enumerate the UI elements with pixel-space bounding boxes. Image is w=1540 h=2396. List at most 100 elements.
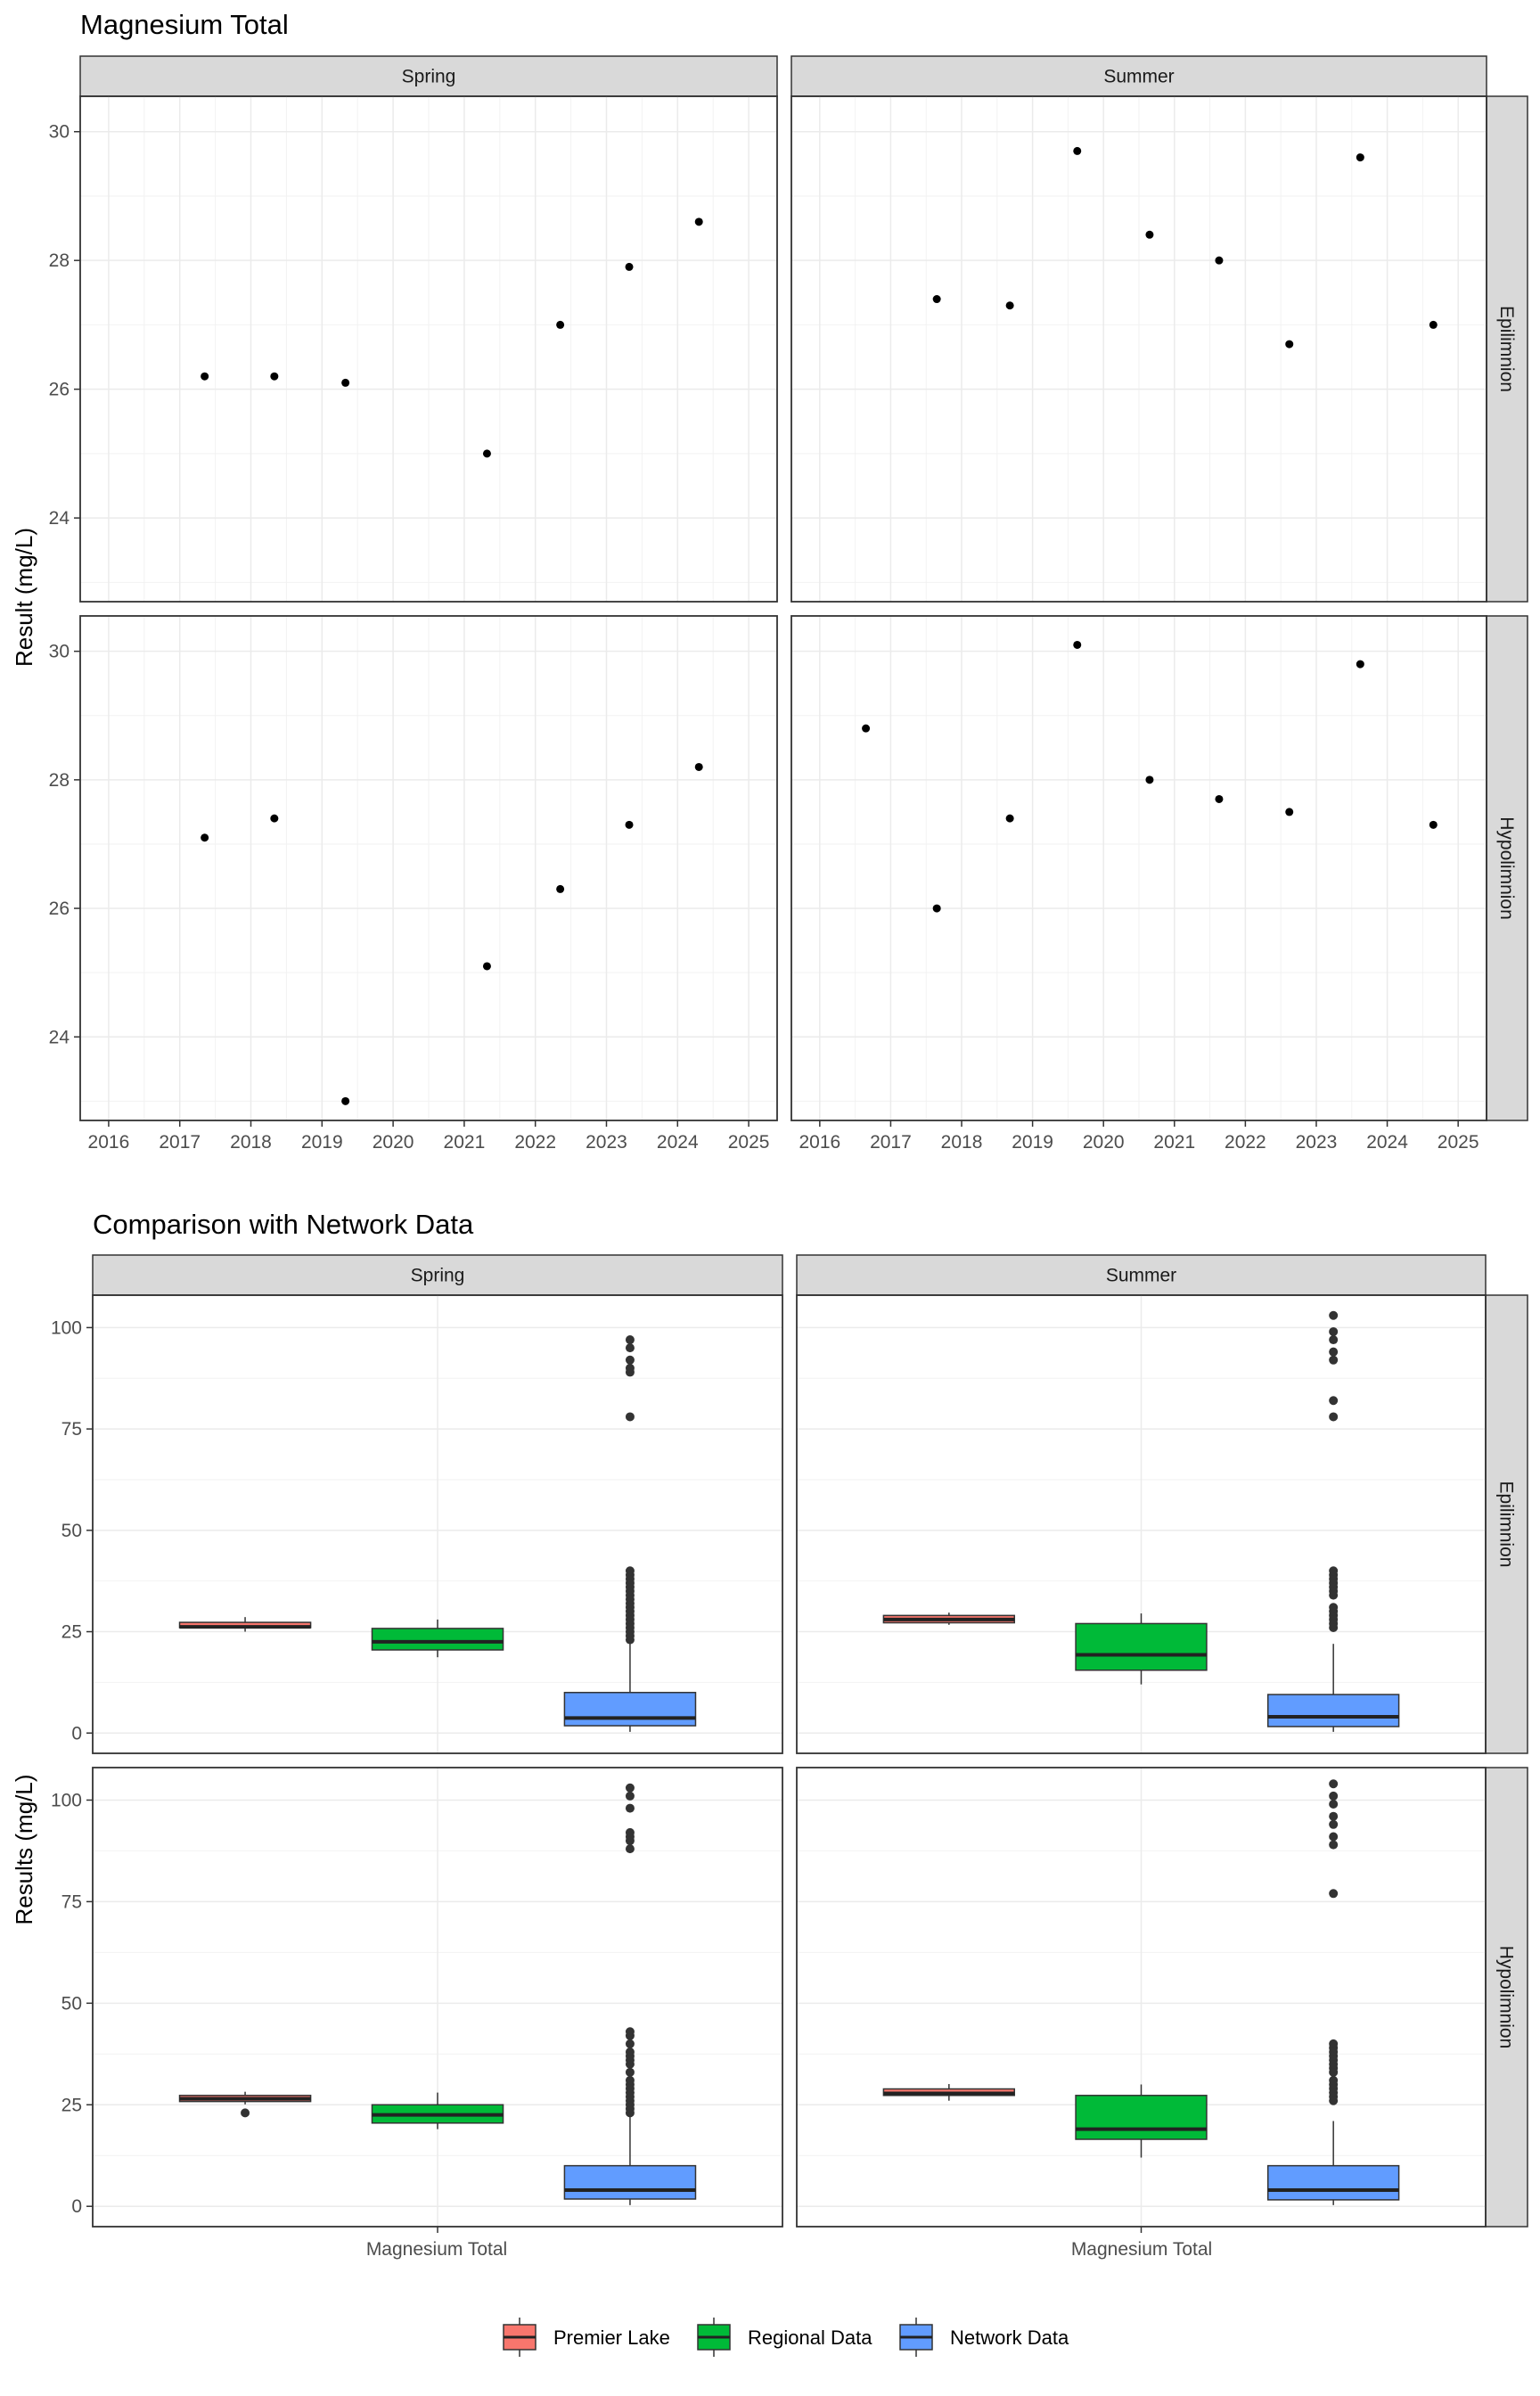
facet-strip-label: Hypolimnion: [1496, 1946, 1517, 2049]
scatter-panel: [79, 615, 778, 1121]
x-tick-label: 2024: [657, 1132, 699, 1153]
x-tick-label: 2020: [373, 1132, 414, 1153]
box-outlier: [625, 1335, 635, 1345]
box-premier-lake: [178, 2091, 312, 2118]
scatter-panel: [79, 95, 778, 603]
x-tick-label: 2018: [230, 1132, 272, 1153]
facet-strip-label: Spring: [402, 67, 456, 87]
data-point: [1356, 153, 1364, 162]
data-point: [625, 262, 634, 271]
data-point: [1285, 340, 1294, 349]
box-outlier: [625, 2027, 635, 2037]
y-tick-label: 28: [49, 250, 70, 271]
box-regional-data: [371, 2092, 504, 2129]
data-point: [482, 449, 491, 458]
box-outlier: [625, 2047, 635, 2057]
legend-item-regional-data: Regional Data: [697, 2318, 872, 2357]
facet-strip-label: Hypolimnion: [1496, 816, 1517, 920]
y-tick-label: 24: [49, 508, 70, 529]
facet-strip-label: Epilimnion: [1496, 1481, 1517, 1568]
data-point: [1285, 808, 1294, 816]
scatter-panel: [790, 95, 1487, 603]
data-point: [1145, 230, 1154, 239]
y-tick-label: 25: [61, 2095, 82, 2115]
x-tick-label: 2017: [870, 1132, 912, 1153]
box-outlier: [1329, 1779, 1339, 1789]
box-outlier: [1329, 1889, 1339, 1899]
box-outlier: [625, 2067, 635, 2077]
data-point: [1145, 775, 1154, 784]
x-tick-label: 2018: [941, 1132, 983, 1153]
boxplot-facet-grid: Spring Summer Epilimnion Hypolimnion 0 0 25 25 5…: [51, 1254, 1528, 2233]
box-outlier: [1329, 1335, 1339, 1345]
boxplot-x-tick-spring: Magnesium Total: [366, 2239, 507, 2260]
x-tick-label: 2022: [514, 1132, 556, 1153]
data-point: [694, 762, 703, 771]
x-tick-label: 2021: [444, 1132, 486, 1153]
facet-strip-hypolimnion: [1486, 615, 1528, 1121]
y-tick-label: 100: [51, 1317, 82, 1338]
y-tick-label: 0: [71, 1723, 82, 1744]
x-tick-label: 2025: [1438, 1132, 1479, 1153]
scatter-panel: [790, 615, 1487, 1121]
panel-border: [79, 95, 778, 603]
y-tick-label: 30: [49, 122, 70, 143]
boxplot-panel: [796, 1294, 1487, 1754]
box-outlier: [625, 1363, 635, 1373]
data-point: [1073, 146, 1082, 155]
data-point: [201, 372, 209, 381]
legend-item-premier-lake: Premier Lake: [503, 2318, 670, 2357]
box-outlier: [1329, 1310, 1339, 1320]
box-outlier: [1329, 1832, 1339, 1842]
facet-strip-epilimnion: [1485, 1294, 1528, 1754]
y-tick-label: 75: [61, 1891, 82, 1912]
box-outlier: [625, 1566, 635, 1576]
scatter-y-label: Result (mg/L): [11, 528, 37, 667]
box-body: [371, 1628, 504, 1651]
facet-strip-label: Summer: [1106, 1266, 1176, 1286]
box-network-data: [1266, 1779, 1400, 2205]
box-regional-data: [1075, 1613, 1208, 1685]
facet-strip-hypolimnion: [1485, 1767, 1528, 2228]
data-point: [556, 884, 565, 893]
box-outlier: [625, 2039, 635, 2048]
box-outlier: [1329, 1791, 1339, 1801]
box-network-data: [563, 1335, 697, 1732]
data-point: [1429, 320, 1438, 329]
box-outlier: [1329, 1396, 1339, 1406]
legend: Premier Lake Regional Data Network Data: [503, 2318, 1069, 2357]
panel-border: [796, 1294, 1487, 1754]
box-outlier: [1329, 1566, 1339, 1576]
data-point: [862, 724, 871, 733]
boxplot-panel: [796, 1767, 1487, 2228]
data-point: [201, 833, 209, 842]
x-tick-label: 2022: [1225, 1132, 1266, 1153]
data-point: [1429, 820, 1438, 829]
x-tick-label: 2016: [799, 1132, 840, 1153]
box-body: [1266, 2164, 1400, 2201]
facet-strip-spring: [92, 1254, 783, 1296]
box-outlier: [625, 1343, 635, 1353]
y-tick-label: 50: [61, 1993, 82, 2014]
box-body: [1075, 1622, 1208, 1671]
boxplot-y-label: Results (mg/L): [11, 1774, 37, 1924]
x-tick-label: 2024: [1366, 1132, 1408, 1153]
box-outlier: [625, 2075, 635, 2085]
data-point: [1005, 814, 1014, 823]
x-tick-label: 2023: [1296, 1132, 1338, 1153]
data-point: [270, 372, 279, 381]
panel-border: [92, 1294, 783, 1754]
x-tick-label: 2020: [1083, 1132, 1125, 1153]
box-body: [1266, 1694, 1400, 1727]
x-tick-label: 2025: [728, 1132, 770, 1153]
x-tick-label: 2023: [586, 1132, 627, 1153]
box-outlier: [1329, 1811, 1339, 1821]
x-tick-label: 2019: [1012, 1132, 1053, 1153]
box-premier-lake: [882, 1612, 1016, 1625]
box-network-data: [563, 1783, 697, 2205]
data-point: [341, 378, 350, 387]
facet-strip-label: Summer: [1103, 67, 1174, 87]
facet-strip-summer: [796, 1254, 1487, 1296]
box-outlier: [1329, 1326, 1339, 1336]
y-tick-label: 25: [61, 1622, 82, 1643]
